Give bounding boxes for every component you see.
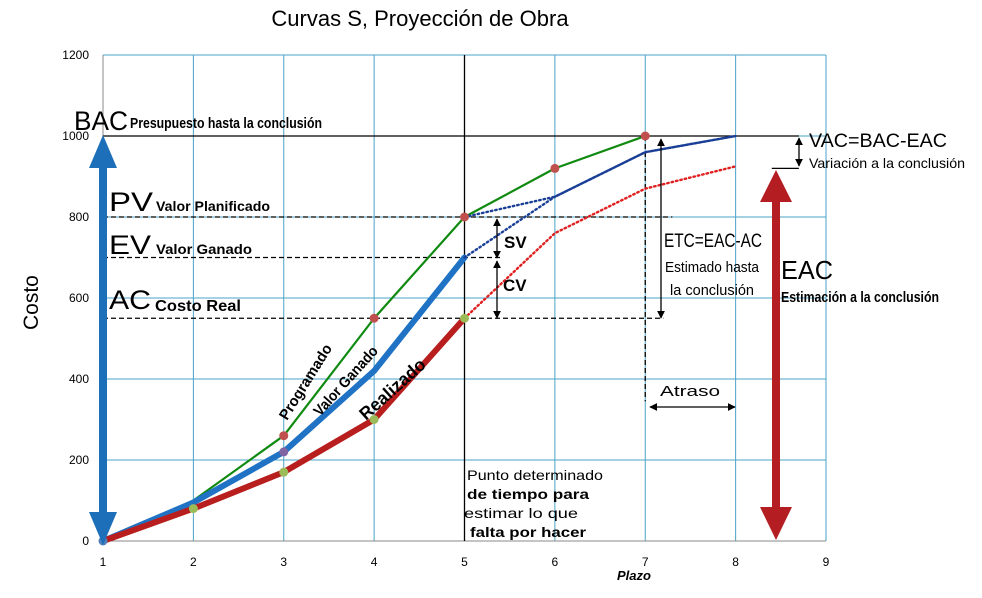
eac-label: EAC Estimación a la conclusión bbox=[781, 255, 939, 306]
pv-label: PV Valor Planificado bbox=[109, 187, 270, 217]
svg-text:estimar lo que: estimar lo que bbox=[464, 505, 578, 521]
data-point-marker bbox=[369, 415, 379, 424]
vac-label: VAC=BAC-EAC Variación a la conclusión bbox=[809, 131, 965, 171]
cv-label: CV bbox=[503, 276, 527, 295]
svg-text:falta por hacer: falta por hacer bbox=[470, 524, 587, 540]
y-tick-label: 1200 bbox=[62, 48, 89, 62]
svg-text:EAC: EAC bbox=[781, 255, 833, 285]
y-tick-label: 0 bbox=[82, 534, 89, 548]
svg-text:ETC=EAC-AC: ETC=EAC-AC bbox=[664, 231, 762, 252]
variance-arrows bbox=[493, 137, 803, 411]
data-point-marker bbox=[640, 131, 650, 141]
realizado-projection-line bbox=[463, 165, 737, 320]
data-point-marker bbox=[188, 504, 198, 514]
svg-text:VAC=BAC-EAC: VAC=BAC-EAC bbox=[809, 131, 947, 152]
svg-text:Costo Real: Costo Real bbox=[155, 298, 241, 315]
atraso-label: Atraso bbox=[660, 383, 720, 400]
svg-text:AC: AC bbox=[109, 285, 151, 315]
y-tick-label: 800 bbox=[69, 210, 89, 224]
x-tick-label: 8 bbox=[732, 555, 739, 569]
svg-text:Presupuesto hasta la conclusió: Presupuesto hasta la conclusión bbox=[130, 115, 322, 132]
x-axis-title: Plazo bbox=[617, 568, 651, 583]
svg-text:PV: PV bbox=[109, 187, 153, 217]
svg-text:BAC: BAC bbox=[74, 106, 128, 136]
punto-determinado-note: Punto determinado de tiempo para estimar… bbox=[464, 467, 603, 540]
data-point-marker bbox=[460, 212, 469, 222]
x-tick-label: 9 bbox=[823, 555, 830, 569]
data-point-marker bbox=[550, 163, 560, 173]
y-tick-label: 600 bbox=[69, 291, 89, 305]
x-tick-label: 7 bbox=[642, 555, 649, 569]
svg-text:Valor Ganado: Valor Ganado bbox=[156, 241, 252, 257]
x-tick-label: 3 bbox=[280, 555, 287, 569]
etc-label: ETC=EAC-AC Estimado hasta la conclusión bbox=[664, 231, 762, 299]
bac-arrow bbox=[89, 135, 117, 545]
svg-text:Estimado hasta: Estimado hasta bbox=[665, 259, 760, 276]
x-tick-label: 5 bbox=[461, 555, 468, 569]
reference-lines bbox=[103, 55, 799, 541]
x-tick-label: 4 bbox=[371, 555, 378, 569]
svg-text:Estimación a la conclusión: Estimación a la conclusión bbox=[781, 289, 939, 306]
y-tick-label: 200 bbox=[69, 453, 89, 467]
ev-label: EV Valor Ganado bbox=[109, 230, 252, 260]
eac-arrow bbox=[760, 170, 792, 540]
series-lines bbox=[100, 134, 737, 544]
valor-ganado-projection-line bbox=[463, 134, 737, 259]
x-tick-label: 1 bbox=[100, 555, 107, 569]
data-point-marker bbox=[460, 313, 469, 323]
chart-title: Curvas S, Proyección de Obra bbox=[271, 6, 569, 31]
svg-text:de tiempo para: de tiempo para bbox=[467, 486, 589, 502]
svg-text:EV: EV bbox=[109, 230, 151, 260]
y-tick-label: 400 bbox=[69, 372, 89, 386]
data-point-marker bbox=[369, 313, 379, 323]
x-tick-label: 2 bbox=[190, 555, 197, 569]
data-point-marker bbox=[279, 431, 289, 441]
data-point-marker bbox=[279, 467, 289, 477]
ac-label: AC Costo Real bbox=[109, 285, 241, 315]
y-tick-label: 1000 bbox=[62, 129, 89, 143]
svg-text:la conclusión: la conclusión bbox=[670, 282, 754, 299]
svg-text:Valor Planificado: Valor Planificado bbox=[156, 198, 270, 214]
y-axis-title: Costo bbox=[20, 275, 43, 330]
data-point-marker bbox=[279, 447, 289, 457]
svg-text:Variación a la conclusión: Variación a la conclusión bbox=[809, 155, 965, 171]
bac-label: BAC Presupuesto hasta la conclusión bbox=[74, 106, 322, 136]
x-tick-label: 6 bbox=[552, 555, 559, 569]
svg-text:Punto determinado: Punto determinado bbox=[467, 467, 603, 483]
sv-label: SV bbox=[504, 233, 527, 252]
